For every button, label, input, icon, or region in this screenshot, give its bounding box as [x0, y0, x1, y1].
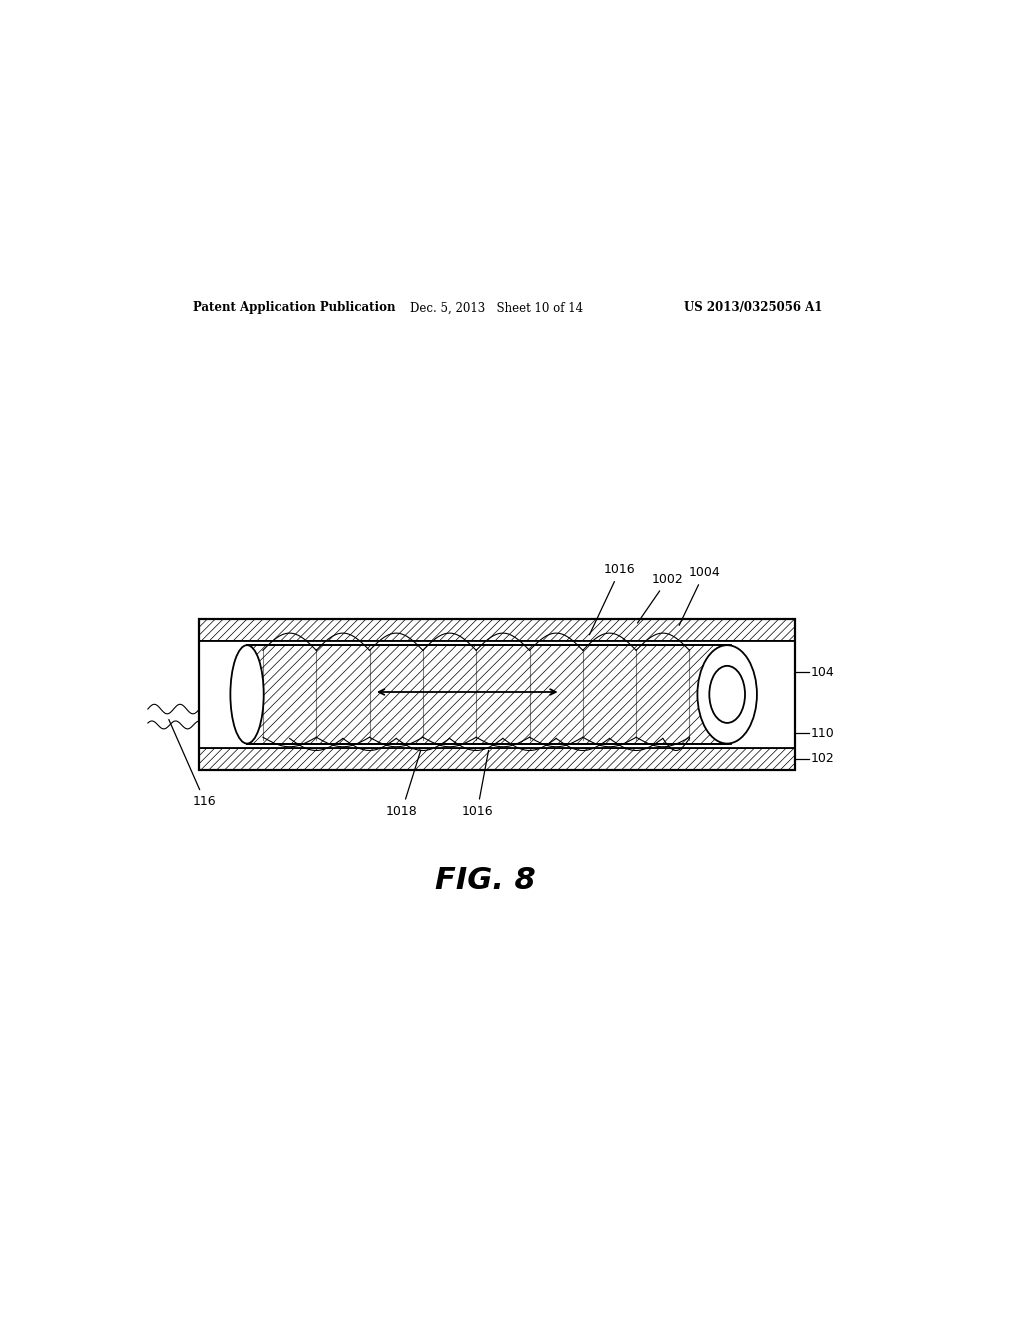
- Text: 1018: 1018: [386, 750, 421, 817]
- Ellipse shape: [230, 645, 264, 743]
- Bar: [200, 747, 795, 770]
- Text: Dec. 5, 2013   Sheet 10 of 14: Dec. 5, 2013 Sheet 10 of 14: [410, 301, 583, 314]
- Text: US 2013/0325056 A1: US 2013/0325056 A1: [684, 301, 822, 314]
- Bar: [200, 747, 795, 770]
- Text: 1002: 1002: [638, 573, 684, 623]
- Text: 1016: 1016: [590, 564, 636, 635]
- Ellipse shape: [697, 645, 757, 743]
- Bar: [200, 619, 795, 642]
- Bar: [200, 619, 795, 642]
- Text: 110: 110: [811, 727, 835, 739]
- Text: 102: 102: [811, 752, 835, 766]
- Text: 116: 116: [169, 719, 217, 808]
- Bar: [247, 645, 731, 743]
- Ellipse shape: [710, 665, 745, 723]
- Bar: [200, 642, 795, 747]
- Text: 1004: 1004: [679, 566, 720, 626]
- Text: 1016: 1016: [462, 750, 493, 817]
- Bar: [247, 645, 731, 743]
- Text: 104: 104: [811, 665, 835, 678]
- Text: FIG. 8: FIG. 8: [435, 866, 536, 895]
- Text: Patent Application Publication: Patent Application Publication: [194, 301, 395, 314]
- Bar: [200, 619, 795, 770]
- Bar: [247, 645, 731, 743]
